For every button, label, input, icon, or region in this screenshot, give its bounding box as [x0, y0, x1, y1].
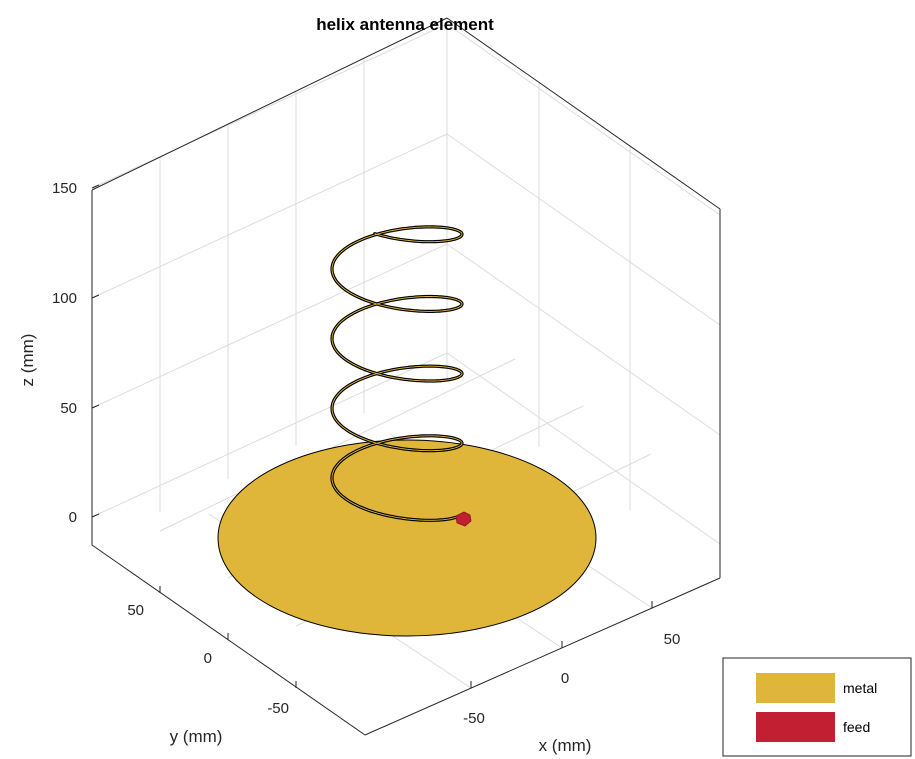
grid-line: [91, 243, 448, 409]
y-tick-label: 50: [127, 602, 144, 619]
x-tick-label: -50: [463, 710, 485, 727]
z-tick-label: 100: [52, 290, 77, 307]
y-tick-label: -50: [267, 700, 289, 717]
z-tick-mark: [91, 294, 100, 299]
x-axis-label: x (mm): [539, 736, 592, 755]
x-tick-label: 0: [561, 670, 569, 687]
z-tick-mark: [91, 184, 100, 189]
box-edge: [364, 577, 721, 736]
grid-line: [446, 352, 721, 545]
z-tick-mark: [91, 513, 100, 518]
grid-line: [91, 23, 448, 189]
grid-line: [446, 23, 721, 216]
y-tick-label: 0: [204, 650, 212, 667]
z-tick-mark: [91, 404, 100, 409]
grid-line: [91, 352, 448, 518]
grid-line: [159, 358, 516, 532]
helix-wire-metal: [331, 226, 463, 521]
tick-marks: [91, 184, 653, 688]
feed-point: [455, 511, 472, 527]
x-tick-label: 50: [664, 631, 681, 648]
grid-line: [446, 243, 721, 436]
legend: metal feed: [722, 657, 912, 757]
z-tick-label: 50: [60, 400, 77, 417]
ground-plane-disc: [217, 439, 597, 637]
z-tick-label: 150: [52, 180, 77, 197]
legend-swatch-feed: [756, 712, 835, 742]
box-edge: [446, 17, 721, 210]
z-tick-label: 0: [69, 509, 77, 526]
legend-label-feed: feed: [843, 719, 870, 735]
grid-line: [91, 133, 448, 299]
legend-label-metal: metal: [843, 680, 877, 696]
grid-line: [446, 133, 721, 326]
y-axis-label: y (mm): [170, 727, 223, 746]
legend-swatch-metal: [756, 673, 835, 703]
axes-box-back: [91, 17, 721, 578]
box-edge: [91, 17, 448, 191]
z-axis-label: z (mm): [18, 334, 37, 387]
figure-title: helix antenna element: [316, 15, 494, 34]
